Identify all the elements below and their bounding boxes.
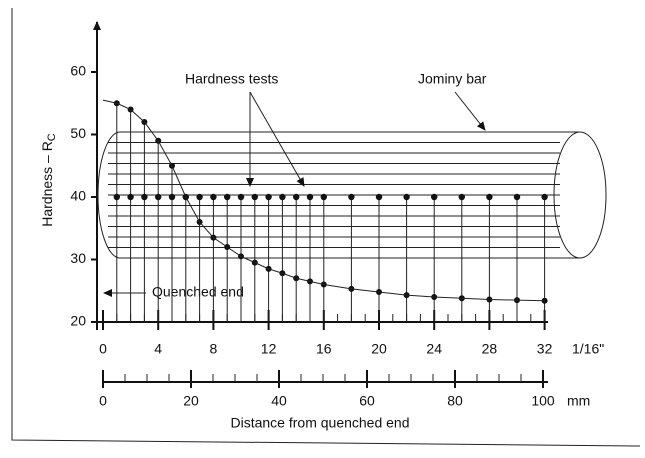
hardness-tests-label: Hardness tests (185, 71, 278, 87)
arrow (455, 92, 485, 130)
test-row-point (114, 194, 120, 200)
y-axis-title-main: Hardness – R (39, 141, 55, 227)
test-row-point (486, 194, 492, 200)
test-row-point (348, 194, 354, 200)
quenched-end-label: Quenched end (152, 284, 244, 300)
test-row-point (307, 194, 313, 200)
test-row-point (141, 194, 147, 200)
test-row-point (459, 194, 465, 200)
x-tick-label: 0 (99, 341, 107, 357)
mm-tick-label: 40 (271, 393, 287, 409)
y-tick-label: 40 (70, 188, 86, 204)
jominy-bar-label: Jominy bar (418, 71, 487, 87)
test-row-point (293, 194, 299, 200)
mm-tick-label: 80 (447, 393, 463, 409)
test-row-point (238, 194, 244, 200)
x-tick-label: 20 (371, 341, 387, 357)
test-row-point (210, 194, 216, 200)
x-tick-label: 4 (154, 341, 162, 357)
mm-tick-label: 100 (531, 393, 555, 409)
test-row-point (265, 194, 271, 200)
test-row-point (169, 194, 175, 200)
diagram: Hardness – RC Hardness tests Jominy bar … (0, 0, 645, 458)
mm-axis-unit: mm (567, 393, 590, 409)
x-tick-label: 28 (482, 341, 498, 357)
test-row-point (376, 194, 382, 200)
mm-tick-label: 60 (359, 393, 375, 409)
x-axis-title: Distance from quenched end (231, 415, 410, 431)
test-row-point (321, 194, 327, 200)
mm-tick-label: 20 (183, 393, 199, 409)
test-row-point (431, 194, 437, 200)
test-row-point (514, 194, 520, 200)
x-tick-label: 32 (537, 341, 553, 357)
test-row-point (196, 194, 202, 200)
test-row-point (403, 194, 409, 200)
x-tick-label: 24 (426, 341, 442, 357)
y-axis-title: Hardness – RC (39, 133, 58, 227)
test-row-point (127, 194, 133, 200)
test-row-point (279, 194, 285, 200)
x-tick-label: 16 (316, 341, 332, 357)
y-tick-label: 20 (70, 313, 86, 329)
test-row-point (252, 194, 258, 200)
x-axis-unit: 1/16" (572, 341, 604, 357)
test-row-point (541, 194, 547, 200)
y-tick-label: 50 (70, 125, 86, 141)
test-row-point (155, 194, 161, 200)
mm-tick-label: 0 (99, 393, 107, 409)
x-tick-label: 8 (210, 341, 218, 357)
page: Hardness – RC Hardness tests Jominy bar … (0, 0, 645, 458)
y-tick-label: 30 (70, 250, 86, 266)
x-tick-label: 12 (261, 341, 277, 357)
y-tick-label: 60 (70, 63, 86, 79)
y-axis-title-sub: C (46, 133, 58, 141)
test-row-point (224, 194, 230, 200)
arrow (250, 92, 304, 186)
